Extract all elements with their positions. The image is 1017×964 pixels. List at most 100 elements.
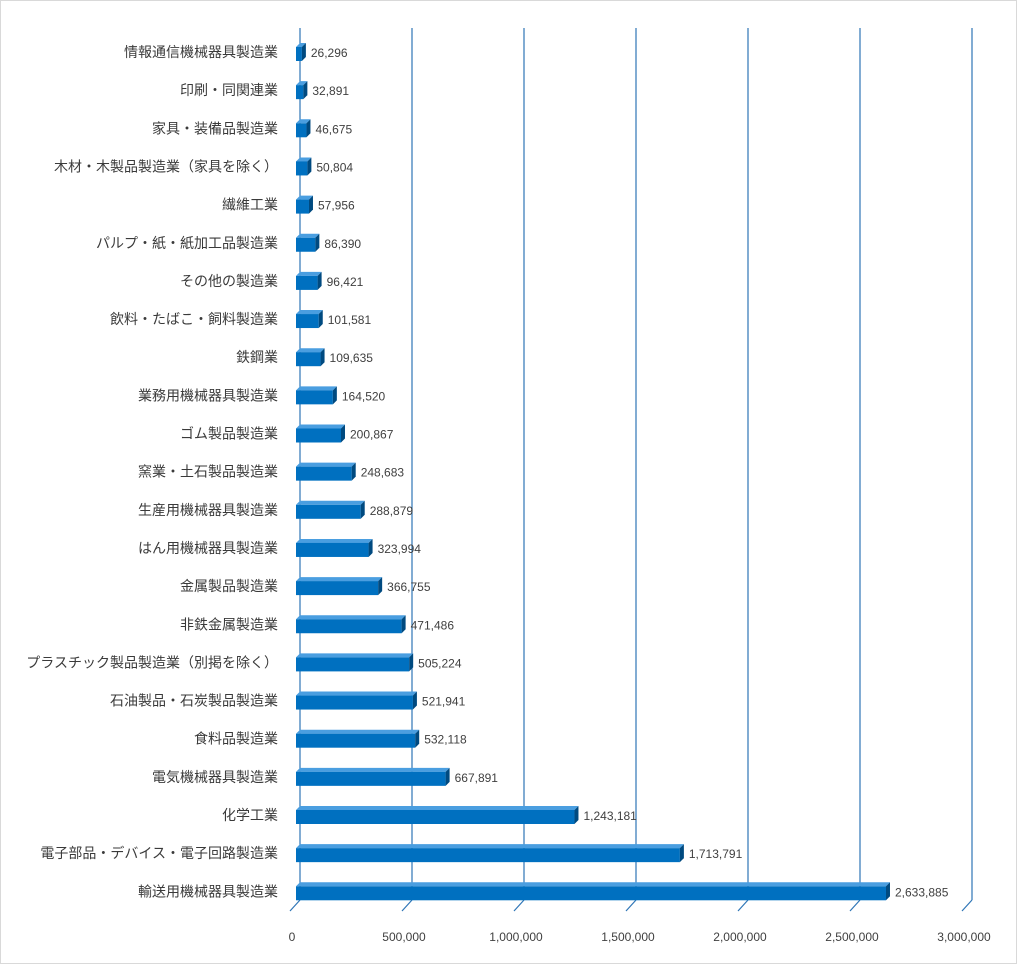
bar [296,424,345,443]
bar-top-face [296,653,414,658]
value-label: 26,296 [311,46,348,60]
value-label: 323,994 [378,542,422,556]
bar-front-face [296,428,341,443]
category-label: 電子部品・デバイス・電子回路製造業 [40,845,278,862]
x-tick-label: 3,000,000 [937,930,991,944]
bar-front-face [296,619,402,634]
bar-top-face [296,424,345,429]
value-label: 288,879 [370,504,414,518]
bar [296,691,417,710]
bar [296,538,373,557]
bar [296,844,684,863]
bar-end-face [412,691,417,710]
value-label: 46,675 [315,122,352,136]
bar-end-face [307,157,312,176]
value-label: 532,118 [424,733,467,747]
value-label: 2,633,885 [895,885,949,899]
bar-front-face [296,542,369,557]
category-label: 繊維工業 [222,198,278,214]
bar-front-face [296,581,379,596]
bar-end-face [332,386,337,405]
bar [296,729,420,748]
bar [296,653,414,672]
bar-end-face [318,310,323,329]
category-label: ゴム製品製造業 [180,426,278,443]
value-label: 1,713,791 [689,847,743,861]
gridline-foot [961,899,973,912]
category-label: 飲料・たばこ・飼料製造業 [110,312,278,328]
bar-front-face [296,390,333,405]
category-label: 生産用機械器具製造業 [138,503,278,519]
category-label: 金属製品製造業 [180,579,278,595]
bar-top-face [296,386,337,391]
bar [296,806,579,824]
bar [296,462,356,481]
bar-top-face [296,882,890,887]
bar [296,271,322,290]
bar-front-face [296,352,321,367]
category-label: 食料品製造業 [194,731,278,748]
bar-top-face [296,195,313,200]
category-label: 電気機械器具製造業 [152,770,278,786]
bar-top-face [296,119,311,124]
category-label: 石油製品・石炭製品製造業 [110,694,278,710]
bar-end-face [301,43,306,61]
bar-front-face [296,771,446,786]
gridline-foot [737,899,749,912]
value-label: 366,755 [387,580,431,594]
bar-top-face [296,844,684,849]
bar-front-face [296,237,316,252]
bar-front-face [296,199,309,214]
bar-end-face [340,424,345,443]
bar [296,348,325,367]
bar-end-face [378,577,383,596]
x-tick-label: 1,500,000 [601,930,655,944]
bar-front-face [296,161,308,176]
category-label: はん用機械器具製造業 [138,541,278,557]
bar-end-face [308,195,313,214]
value-label: 109,635 [330,351,374,365]
category-label: 化学工業 [222,808,278,824]
bar [296,157,312,176]
bar-end-face [679,844,684,863]
bar-front-face [296,123,307,138]
bar [296,195,313,214]
bar-end-face [317,271,322,290]
bar-top-face [296,43,306,47]
value-label: 667,891 [455,771,499,785]
category-label: その他の製造業 [180,274,278,290]
bar-front-face [296,886,886,901]
value-label: 1,243,181 [583,809,637,823]
value-label: 96,421 [327,275,364,289]
gridline-foot [513,899,525,912]
bar-end-face [445,767,450,786]
bar [296,233,320,252]
value-label: 200,867 [350,428,394,442]
bar [296,386,337,405]
bar-front-face [296,85,304,100]
value-label: 32,891 [312,84,349,98]
bar [296,43,306,61]
bar-top-face [296,310,323,315]
value-label: 50,804 [316,160,353,174]
bar-front-face [296,848,680,863]
bar-front-face [296,314,319,329]
bar-top-face [296,462,356,467]
x-tick-label: 2,000,000 [713,930,767,944]
bar-top-face [296,577,383,582]
bar-end-face [303,81,308,100]
category-label: 鉄鋼業 [236,350,278,366]
bar-front-face [296,810,575,824]
bar-front-face [296,504,361,519]
category-label: 木材・木製品製造業（家具を除く） [54,158,278,175]
gridline-foot [401,899,413,912]
bar-top-face [296,81,308,86]
category-label: 輸送用機械器具製造業 [138,884,278,900]
x-tick-labels: 0 500,000 1,000,000 1,500,000 2,000,000 2,500… [289,930,991,944]
bar-top-face [296,806,579,810]
category-label: 業務用機械器具製造業 [138,388,278,404]
category-label: 非鉄金属製造業 [180,617,278,633]
bar [296,882,890,901]
x-tick-label: 500,000 [382,930,426,944]
